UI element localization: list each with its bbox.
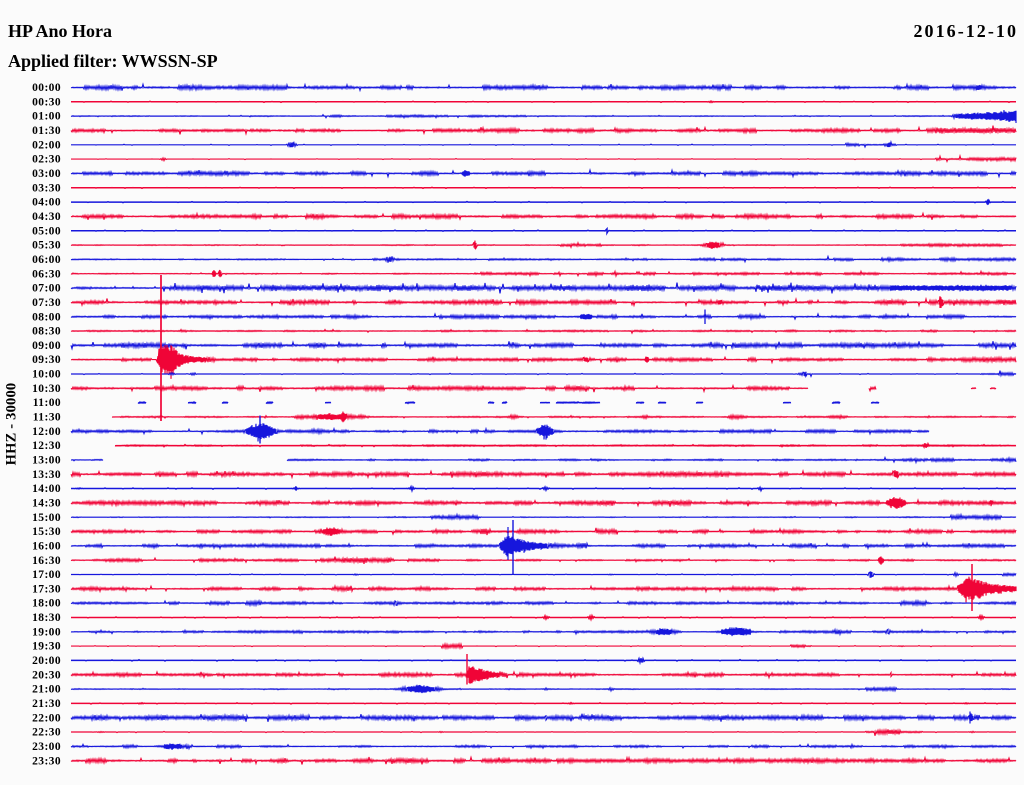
- svg-text:10:00: 10:00: [32, 369, 61, 381]
- svg-text:06:00: 06:00: [32, 254, 61, 266]
- svg-text:15:30: 15:30: [32, 526, 61, 538]
- svg-text:05:30: 05:30: [32, 240, 61, 252]
- svg-text:14:30: 14:30: [32, 498, 61, 510]
- svg-text:04:30: 04:30: [32, 211, 61, 223]
- svg-text:20:30: 20:30: [32, 669, 61, 681]
- svg-text:Applied filter: WWSSN-SP: Applied filter: WWSSN-SP: [8, 51, 218, 71]
- svg-text:09:00: 09:00: [32, 340, 61, 352]
- svg-text:08:30: 08:30: [32, 326, 61, 338]
- svg-text:11:00: 11:00: [33, 397, 61, 409]
- svg-text:02:00: 02:00: [32, 139, 61, 151]
- svg-text:01:00: 01:00: [32, 111, 61, 123]
- svg-text:02:30: 02:30: [32, 154, 61, 166]
- svg-text:14:00: 14:00: [32, 483, 61, 495]
- svg-text:03:00: 03:00: [32, 168, 61, 180]
- svg-text:01:30: 01:30: [32, 125, 61, 137]
- svg-text:05:00: 05:00: [32, 225, 61, 237]
- svg-text:04:00: 04:00: [32, 197, 61, 209]
- svg-text:00:30: 00:30: [32, 96, 61, 108]
- svg-text:12:00: 12:00: [32, 426, 61, 438]
- svg-text:10:30: 10:30: [32, 383, 61, 395]
- svg-text:13:30: 13:30: [32, 469, 61, 481]
- svg-text:18:30: 18:30: [32, 612, 61, 624]
- svg-text:08:00: 08:00: [32, 311, 61, 323]
- svg-text:HHZ - 30000: HHZ - 30000: [4, 383, 20, 466]
- svg-text:19:00: 19:00: [32, 626, 61, 638]
- svg-text:06:30: 06:30: [32, 268, 61, 280]
- svg-text:19:30: 19:30: [32, 641, 61, 653]
- svg-text:23:30: 23:30: [32, 755, 61, 767]
- svg-text:16:30: 16:30: [32, 555, 61, 567]
- svg-text:21:00: 21:00: [32, 684, 61, 696]
- svg-text:13:00: 13:00: [32, 455, 61, 467]
- svg-text:23:00: 23:00: [32, 741, 61, 753]
- svg-text:17:00: 17:00: [32, 569, 61, 581]
- svg-text:22:30: 22:30: [32, 727, 61, 739]
- svg-text:09:30: 09:30: [32, 354, 61, 366]
- svg-text:16:00: 16:00: [32, 540, 61, 552]
- svg-text:22:00: 22:00: [32, 712, 61, 724]
- svg-text:20:00: 20:00: [32, 655, 61, 667]
- svg-text:15:00: 15:00: [32, 512, 61, 524]
- svg-text:03:30: 03:30: [32, 182, 61, 194]
- svg-text:11:30: 11:30: [33, 412, 61, 424]
- svg-text:HP Ano Hora: HP Ano Hora: [8, 21, 112, 41]
- svg-text:07:30: 07:30: [32, 297, 61, 309]
- svg-text:00:00: 00:00: [32, 82, 61, 94]
- svg-text:18:00: 18:00: [32, 598, 61, 610]
- svg-text:21:30: 21:30: [32, 698, 61, 710]
- svg-text:2016-12-10: 2016-12-10: [914, 21, 1019, 41]
- svg-text:17:30: 17:30: [32, 583, 61, 595]
- svg-text:12:30: 12:30: [32, 440, 61, 452]
- svg-text:07:00: 07:00: [32, 283, 61, 295]
